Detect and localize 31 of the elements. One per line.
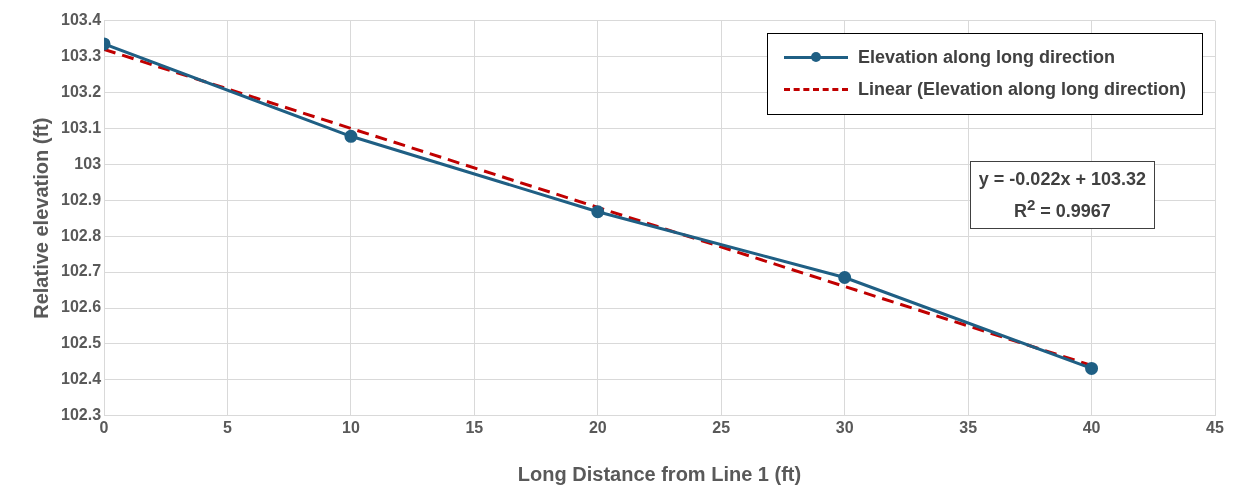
point <box>344 129 358 143</box>
x-tick-label: 30 <box>835 418 854 436</box>
x-tick-label: 0 <box>99 418 109 436</box>
x-tick-label: 20 <box>588 418 607 436</box>
x-tick-label: 25 <box>712 418 731 436</box>
annotation: y = -0.022x + 103.32 <box>978 167 1146 191</box>
y-tick-label: 103.3 <box>60 46 102 64</box>
y-tick-label: 102.8 <box>60 226 102 244</box>
y-tick-label: 102.9 <box>60 190 102 208</box>
x-tick-label: 35 <box>959 418 978 436</box>
y-tick-label: 102.5 <box>60 334 102 352</box>
y-tick-label: 103.4 <box>60 11 102 29</box>
annotation: R$^{2}$ = 0.9967 <box>1012 194 1112 223</box>
x-tick-label: 40 <box>1082 418 1101 436</box>
y-axis-title: Relative elevation (ft) <box>29 117 52 319</box>
x-tick-label: 10 <box>342 418 360 436</box>
legend-label: Elevation along long direction <box>857 47 1115 69</box>
point <box>838 270 852 284</box>
point <box>591 205 605 219</box>
y-tick-label: 103 <box>74 154 102 172</box>
y-tick-label: 102.7 <box>60 262 102 280</box>
y-tick-label: 103.1 <box>60 118 102 136</box>
x-tick-label: 45 <box>1206 418 1224 436</box>
x-axis-title: Long Distance from Line 1 (ft) <box>517 462 802 485</box>
point <box>1085 361 1099 375</box>
legend-label: Linear (Elevation along long direction) <box>857 79 1186 101</box>
x-tick-label: 5 <box>223 418 233 436</box>
y-tick-label: 102.4 <box>60 370 102 388</box>
y-tick-label: 102.6 <box>60 298 102 316</box>
x-tick-label: 15 <box>465 418 484 436</box>
y-tick-label: 103.2 <box>60 82 102 100</box>
